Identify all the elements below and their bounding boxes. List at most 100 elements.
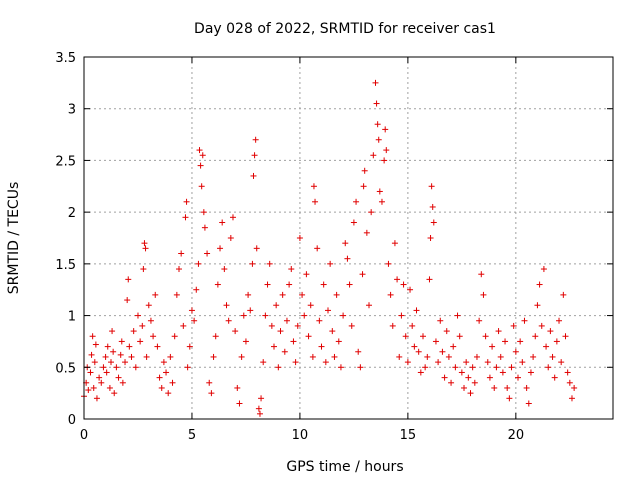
data-point — [489, 343, 496, 350]
data-point — [484, 359, 491, 366]
data-point — [180, 322, 187, 329]
data-point — [361, 167, 368, 174]
data-point — [167, 353, 174, 360]
data-point — [558, 359, 565, 366]
x-axis-label: GPS time / hours — [286, 459, 403, 475]
data-point — [264, 281, 271, 288]
data-point — [517, 338, 524, 345]
data-point — [156, 374, 163, 381]
data-point — [396, 353, 403, 360]
data-point — [132, 364, 139, 371]
data-point — [478, 271, 485, 278]
data-point — [471, 379, 478, 386]
data-point — [290, 338, 297, 345]
data-point — [530, 353, 537, 360]
data-point — [199, 152, 206, 159]
data-point — [104, 343, 111, 350]
data-point — [142, 245, 149, 252]
data-point — [320, 281, 327, 288]
data-point — [98, 379, 105, 386]
data-point — [350, 219, 357, 226]
data-point — [543, 343, 550, 350]
data-point — [158, 384, 165, 391]
data-point — [467, 390, 474, 397]
data-point — [437, 317, 444, 324]
data-point — [242, 338, 249, 345]
data-point — [217, 245, 224, 252]
data-point — [553, 338, 560, 345]
data-point — [527, 369, 534, 376]
data-point — [424, 353, 431, 360]
data-point — [100, 364, 107, 371]
data-point — [309, 353, 316, 360]
x-tick-label: 0 — [80, 428, 88, 443]
axis-ticks: 0 0.5 1 1.5 2 2.5 3 3.5 0 5 10 15 20 — [55, 51, 613, 443]
data-point — [331, 353, 338, 360]
data-point — [398, 312, 405, 319]
data-point — [549, 353, 556, 360]
data-point — [247, 307, 254, 314]
data-point — [536, 281, 543, 288]
data-point — [454, 312, 461, 319]
data-point — [314, 245, 321, 252]
data-point — [210, 353, 217, 360]
data-point — [394, 276, 401, 283]
data-point — [340, 312, 347, 319]
data-point — [145, 302, 152, 309]
data-point — [344, 255, 351, 262]
data-point — [480, 291, 487, 298]
data-point — [169, 379, 176, 386]
data-point — [556, 317, 563, 324]
data-point — [385, 260, 392, 267]
data-point — [346, 281, 353, 288]
data-point — [415, 348, 422, 355]
data-point — [373, 100, 380, 107]
data-point — [538, 322, 545, 329]
data-point — [305, 333, 312, 340]
data-points — [81, 79, 578, 417]
data-point — [458, 369, 465, 376]
data-point — [139, 322, 146, 329]
data-point — [126, 343, 133, 350]
data-point — [200, 209, 207, 216]
data-point — [111, 390, 118, 397]
data-point — [275, 364, 282, 371]
data-point — [163, 369, 170, 376]
data-point — [134, 312, 141, 319]
data-point — [342, 240, 349, 247]
data-point — [348, 322, 355, 329]
data-point — [495, 328, 502, 335]
data-point — [441, 374, 448, 381]
data-point — [128, 353, 135, 360]
data-point — [368, 209, 375, 216]
data-point — [225, 317, 232, 324]
y-axis-label: SRMTID / TECUs — [6, 182, 22, 295]
data-point — [208, 390, 215, 397]
data-point — [223, 302, 230, 309]
data-point — [245, 291, 252, 298]
data-point — [143, 353, 150, 360]
data-point — [253, 245, 260, 252]
data-point — [229, 214, 236, 221]
data-point — [251, 152, 258, 159]
data-point — [89, 333, 96, 340]
data-point — [510, 322, 517, 329]
data-point — [360, 183, 367, 190]
data-point — [232, 328, 239, 335]
data-point — [154, 343, 161, 350]
data-point — [562, 333, 569, 340]
data-point — [545, 364, 552, 371]
data-point — [383, 147, 390, 154]
data-point — [256, 410, 263, 417]
data-point — [182, 214, 189, 221]
data-point — [389, 322, 396, 329]
data-point — [234, 384, 241, 391]
x-tick-label: 5 — [188, 428, 196, 443]
data-point — [191, 317, 198, 324]
data-point — [117, 351, 124, 358]
data-point — [312, 198, 319, 205]
data-point — [534, 302, 541, 309]
data-point — [463, 359, 470, 366]
y-tick-label: 3 — [68, 103, 76, 118]
data-point — [508, 364, 515, 371]
